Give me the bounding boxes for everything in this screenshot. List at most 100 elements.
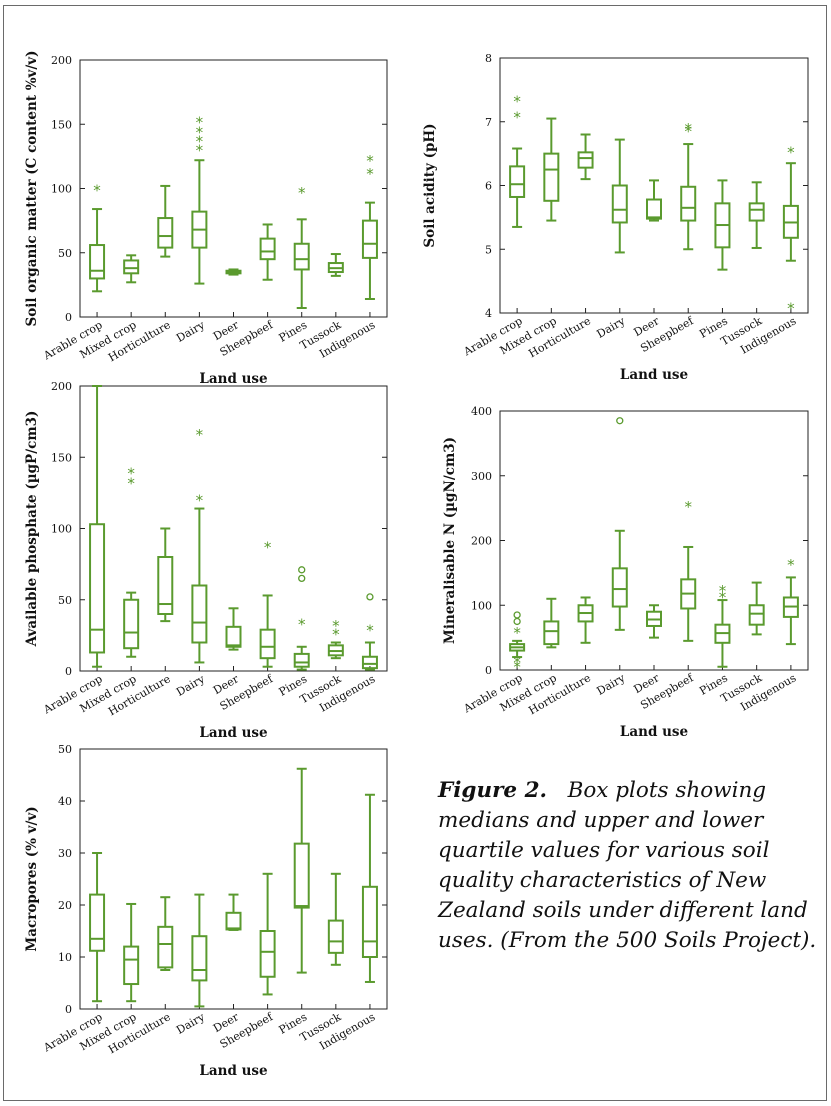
outlier-star: * — [298, 616, 306, 634]
outlier-star: * — [787, 300, 795, 318]
box-mixed-crop — [123, 591, 140, 658]
quartile-box — [748, 202, 765, 222]
quartile-box — [543, 152, 560, 202]
box-deer — [225, 893, 242, 931]
y-tick-label: 150 — [51, 118, 72, 131]
quartile-box — [646, 198, 662, 220]
outlier-star: * — [127, 474, 135, 492]
y-tick-label: 20 — [58, 899, 72, 912]
box-pines — [293, 218, 310, 310]
y-axis-title: Soil acidity (pH) — [422, 123, 438, 247]
x-axis-title: Land use — [199, 1063, 267, 1079]
x-axis-title: Land use — [620, 724, 688, 740]
quartile-box — [577, 151, 594, 169]
outlier-star: * — [196, 492, 204, 510]
quartile-box — [611, 184, 628, 224]
outlier-star: * — [264, 539, 272, 557]
box-arable-crop — [89, 852, 106, 1003]
box-horticulture — [157, 184, 174, 258]
outlier-star: * — [513, 658, 521, 676]
quartile-box — [89, 893, 106, 952]
y-tick-label: 30 — [58, 847, 72, 860]
quartile-box — [259, 628, 276, 660]
quartile-box — [293, 652, 310, 668]
box-sheepbeef — [680, 545, 697, 642]
outlier-circle — [298, 574, 306, 583]
quartile-box — [293, 242, 310, 271]
box-pines — [293, 645, 310, 671]
quartile-box — [259, 237, 276, 261]
outlier-star: * — [787, 556, 795, 574]
quartile-box — [225, 911, 242, 931]
y-tick-label: 100 — [51, 523, 72, 536]
box-indigenous — [782, 162, 799, 262]
category-label: Dairy — [174, 318, 207, 345]
outlier-star: * — [332, 626, 340, 644]
outlier-circle — [298, 566, 306, 574]
y-tick-label: 400 — [471, 405, 492, 418]
outlier-star: * — [513, 92, 521, 110]
outlier-star: * — [719, 589, 727, 607]
box-pines — [293, 767, 310, 974]
box-sheepbeef — [259, 594, 276, 668]
outlier-star: * — [366, 621, 374, 639]
outlier-star: * — [196, 426, 204, 444]
figure-caption: Figure 2. Box plots showing medians and … — [438, 776, 828, 956]
outlier-star: * — [684, 120, 692, 138]
y-axis-title: Available phosphate (µgP/cm3) — [24, 411, 40, 648]
y-tick-label: 0 — [485, 664, 492, 677]
quartile-box — [293, 842, 310, 909]
box-deer — [646, 604, 662, 639]
outlier-circle — [616, 417, 624, 425]
outlier-star: * — [684, 498, 692, 516]
y-tick-label: 4 — [485, 307, 492, 320]
quartile-box — [123, 259, 140, 275]
outlier-star: * — [196, 142, 204, 160]
box-indigenous — [782, 576, 799, 646]
box-indigenous — [361, 793, 378, 983]
box-dairy — [611, 529, 628, 631]
y-tick-label: 8 — [485, 52, 492, 65]
box-arable-crop — [89, 208, 106, 293]
y-tick-label: 0 — [65, 665, 72, 678]
outlier-star: * — [298, 184, 306, 202]
quartile-box — [225, 625, 242, 648]
quartile-box — [611, 567, 628, 608]
quartile-box — [361, 885, 378, 958]
plot-frame — [79, 748, 388, 1010]
box-arable-crop — [509, 147, 526, 228]
y-axis-title: Mineralisable N (µgN/cm3) — [442, 437, 458, 644]
box-dairy — [191, 507, 208, 664]
box-mixed-crop — [123, 902, 140, 1003]
box-sheepbeef — [259, 223, 276, 281]
outlier-circle — [513, 611, 521, 619]
quartile-box — [361, 219, 378, 259]
y-tick-label: 40 — [58, 795, 72, 808]
quartile-box — [157, 556, 174, 615]
outlier-circle — [513, 617, 521, 626]
quartile-box — [191, 935, 208, 982]
box-dairy — [191, 159, 208, 285]
box-mixed-crop — [123, 254, 140, 284]
box-horticulture — [157, 527, 174, 623]
box-deer — [646, 179, 662, 222]
quartile-box — [361, 655, 378, 670]
quartile-box — [543, 620, 560, 646]
quartile-box — [680, 185, 697, 222]
y-tick-label: 150 — [51, 451, 72, 464]
quartile-box — [123, 945, 140, 986]
outlier-star: * — [332, 617, 340, 635]
box-deer — [225, 268, 242, 276]
box-deer — [225, 607, 242, 651]
y-tick-label: 10 — [58, 951, 72, 964]
outlier-star: * — [127, 465, 135, 483]
outlier-star: * — [196, 124, 204, 142]
box-horticulture — [577, 133, 594, 181]
quartile-box — [259, 930, 276, 978]
box-dairy — [191, 893, 208, 1008]
caption-label: Figure 2. — [438, 778, 548, 803]
plot-frame — [79, 59, 388, 318]
